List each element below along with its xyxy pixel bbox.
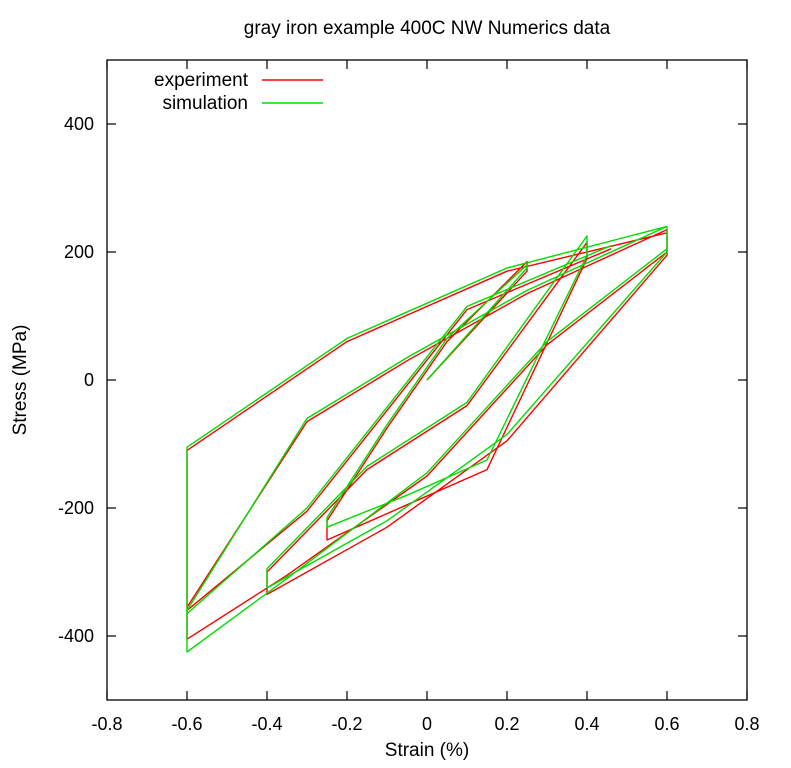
x-tick-label: 0.4 bbox=[574, 714, 599, 734]
x-tick-label: 0.6 bbox=[654, 714, 679, 734]
x-tick-label: -0.4 bbox=[251, 714, 282, 734]
y-axis-label: Stress (MPa) bbox=[10, 325, 31, 436]
y-axis: -400 -200 0 200 400 bbox=[58, 114, 747, 646]
legend-label-simulation: simulation bbox=[162, 93, 248, 114]
chart-title: gray iron example 400C NW Numerics data bbox=[244, 18, 611, 39]
legend-label-experiment: experiment bbox=[154, 70, 249, 91]
y-tick-label: -400 bbox=[58, 626, 94, 646]
y-tick-label: 400 bbox=[64, 114, 94, 134]
x-tick-label: 0.8 bbox=[734, 714, 759, 734]
x-axis-label: Strain (%) bbox=[385, 740, 469, 761]
x-tick-label: 0.2 bbox=[494, 714, 519, 734]
y-tick-label: 200 bbox=[64, 242, 94, 262]
series-layer bbox=[186, 225, 668, 653]
series-line-simulation bbox=[186, 225, 668, 653]
x-tick-label: -0.8 bbox=[91, 714, 122, 734]
x-tick-label: 0 bbox=[422, 714, 432, 734]
x-axis: -0.8 -0.6 -0.4 -0.2 0 0.2 0.4 0.6 0.8 bbox=[91, 60, 760, 734]
x-tick-label: -0.2 bbox=[331, 714, 362, 734]
y-tick-label: 0 bbox=[84, 370, 94, 390]
y-tick-label: -200 bbox=[58, 498, 94, 518]
x-tick-label: -0.6 bbox=[171, 714, 202, 734]
series-line-experiment bbox=[186, 228, 668, 640]
